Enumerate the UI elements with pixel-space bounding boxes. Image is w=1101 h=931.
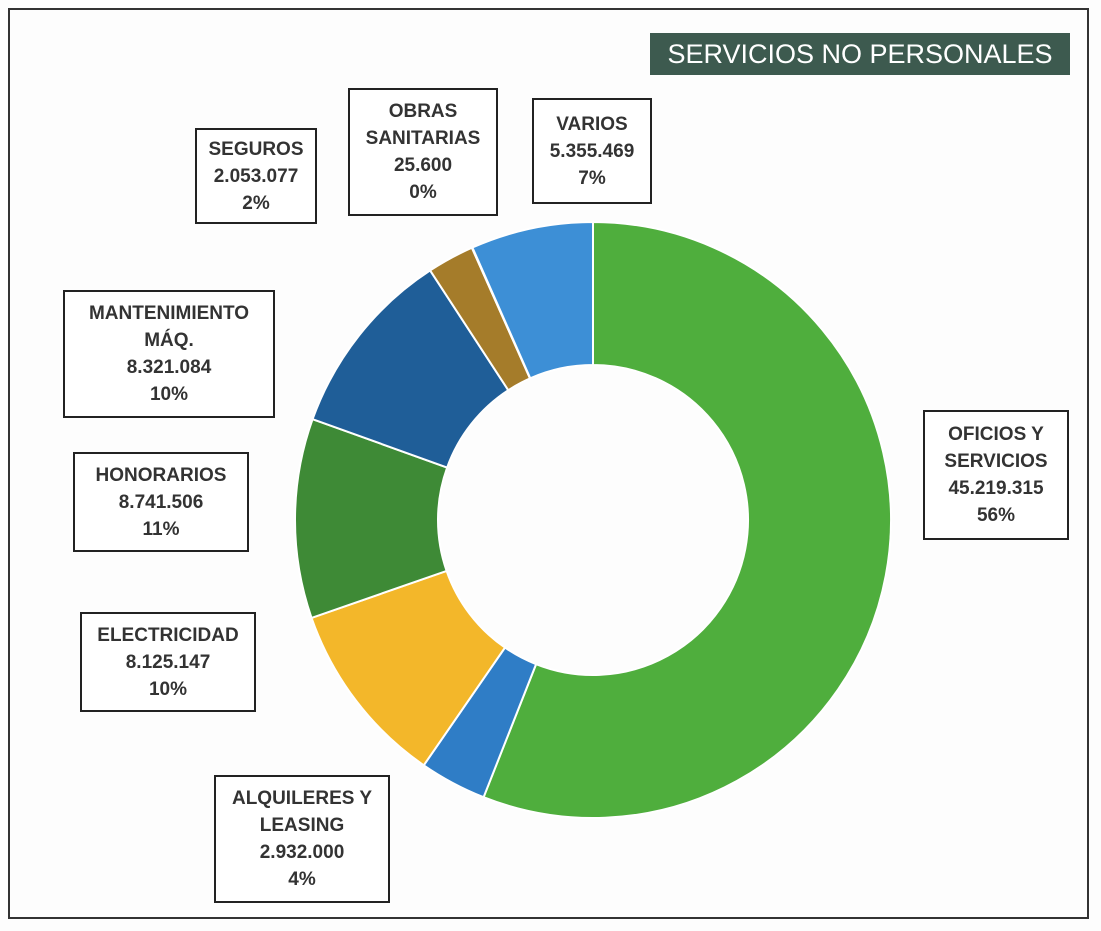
percent-label: 11% — [142, 518, 180, 540]
category-label: SEGUROS — [208, 138, 304, 160]
percent-label: 4% — [288, 869, 316, 890]
value-label: 2.932.000 — [259, 842, 345, 863]
data-label: SEGUROS 2.053.077 2% — [195, 128, 317, 224]
data-label: OFICIOS Y SERVICIOS 45.219.315 56% — [923, 410, 1069, 540]
value-label: 5.355.469 — [549, 140, 635, 162]
percent-label: 10% — [148, 678, 188, 700]
value-label: 8.125.147 — [125, 651, 211, 673]
category-label: ALQUILERES Y LEASING — [231, 788, 373, 836]
value-label: 25.600 — [393, 155, 453, 176]
category-label: VARIOS — [556, 113, 628, 135]
percent-label: 0% — [409, 182, 437, 203]
data-label: VARIOS 5.355.469 7% — [532, 98, 652, 204]
percent-label: 2% — [242, 192, 270, 214]
frame — [8, 8, 1089, 919]
category-label: MANTENIMIENTO MÁQ. — [88, 303, 250, 351]
data-label: MANTENIMIENTO MÁQ. 8.321.084 10% — [63, 290, 275, 418]
category-label: ELECTRICIDAD — [97, 624, 239, 646]
value-label: 8.741.506 — [118, 491, 204, 513]
donut-segment — [471, 220, 594, 380]
category-label: OBRAS SANITARIAS — [365, 101, 481, 149]
percent-label: 7% — [578, 167, 606, 189]
chart-title: SERVICIOS NO PERSONALES — [650, 33, 1070, 75]
donut-segment — [482, 220, 892, 819]
category-label: HONORARIOS — [95, 464, 227, 486]
data-label: ALQUILERES Y LEASING 2.932.000 4% — [214, 775, 390, 903]
value-label: 45.219.315 — [948, 478, 1044, 499]
data-label: ELECTRICIDAD 8.125.147 10% — [80, 612, 256, 712]
category-label: OFICIOS Y SERVICIOS — [944, 424, 1048, 472]
percent-label: 10% — [149, 384, 189, 405]
value-label: 8.321.084 — [126, 357, 212, 378]
data-label: HONORARIOS 8.741.506 11% — [73, 452, 249, 552]
value-label: 2.053.077 — [213, 165, 299, 187]
data-label: OBRAS SANITARIAS 25.600 0% — [348, 88, 498, 216]
percent-label: 56% — [976, 505, 1016, 526]
